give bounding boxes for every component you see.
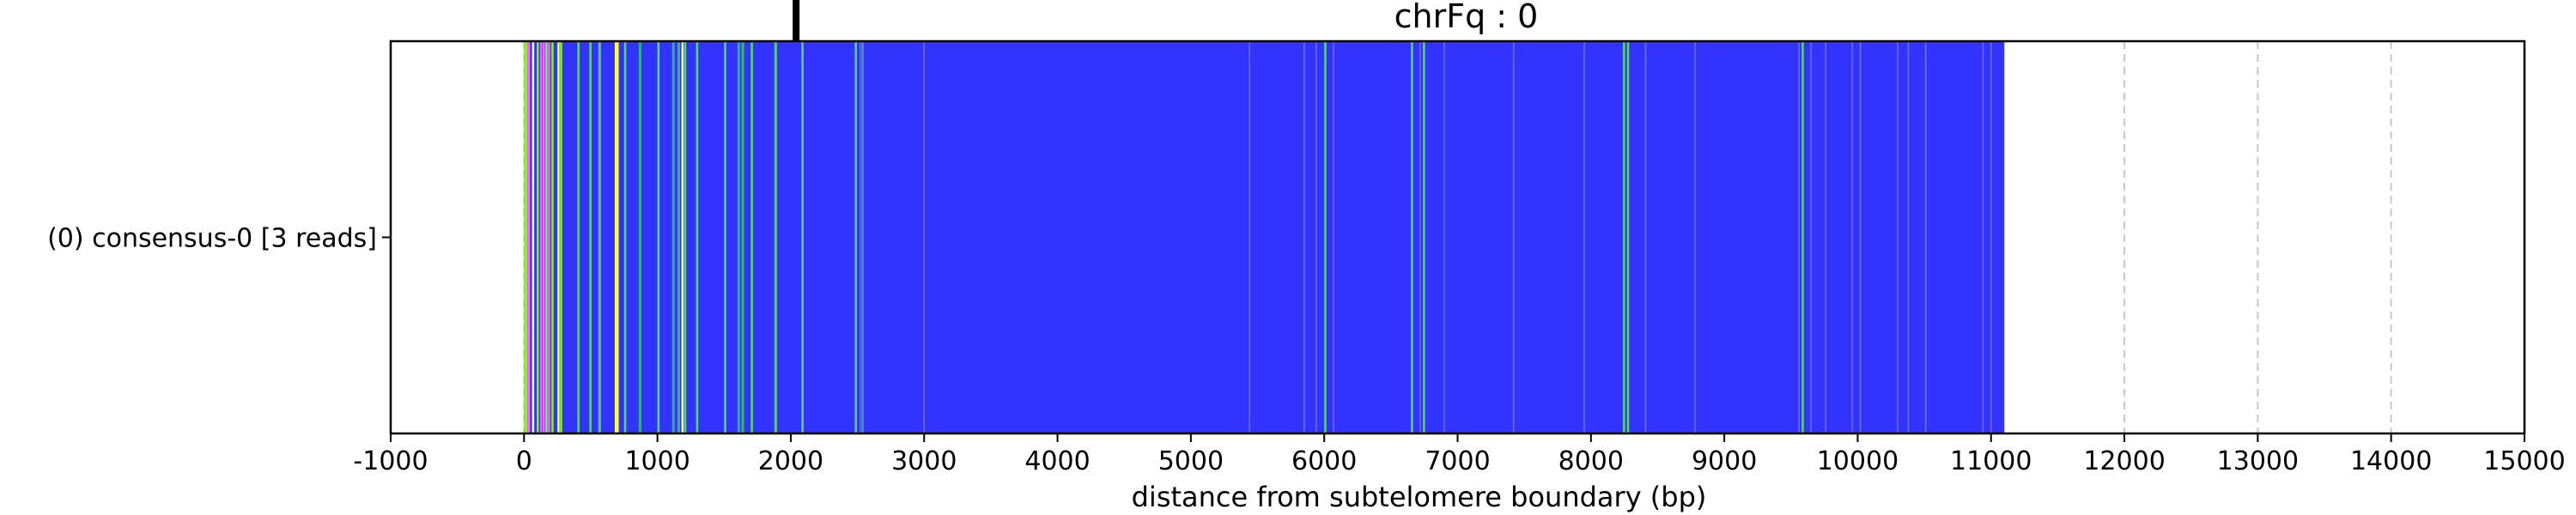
- track-segment: [527, 41, 531, 433]
- track-segment: [683, 41, 687, 433]
- track-segment: [614, 41, 619, 433]
- track-segment: [537, 41, 539, 433]
- x-tick-label: 2000: [758, 446, 823, 476]
- track-segment: [532, 41, 535, 433]
- x-tick-label: 7000: [1425, 446, 1490, 476]
- y-tick-label: (0) consensus-0 [3 reads]: [47, 224, 377, 254]
- y-ticks: (0) consensus-0 [3 reads]: [47, 224, 391, 254]
- track-segment: [598, 41, 601, 433]
- chart-title: chrFq : 0: [1394, 0, 1539, 35]
- track-segment: [737, 41, 740, 433]
- x-tick-label: 10000: [1817, 446, 1899, 476]
- x-tick-label: 5000: [1158, 446, 1224, 476]
- track-segment: [560, 41, 562, 433]
- track-segment: [589, 41, 592, 433]
- x-tick-label: 8000: [1558, 446, 1624, 476]
- track-segment: [1626, 41, 1630, 433]
- x-tick-label: 13000: [2217, 446, 2299, 476]
- track-segment: [577, 41, 580, 433]
- track: [524, 41, 2005, 433]
- track-segment: [677, 41, 681, 433]
- track-bar: [524, 41, 2005, 433]
- track-segment: [545, 41, 548, 433]
- track-segment: [681, 41, 684, 433]
- track-segment: [1324, 41, 1327, 433]
- x-tick-label: -1000: [353, 446, 428, 476]
- x-tick-label: 9000: [1692, 446, 1757, 476]
- track-segment: [524, 41, 528, 433]
- x-ticks: -1000 0 1000 2000 3000 4000 5000 6000 7000 8000 90…: [353, 433, 2566, 476]
- track-segment: [623, 41, 627, 433]
- track-segment: [548, 41, 550, 433]
- x-tick-label: 1000: [624, 446, 690, 476]
- track-segment: [1623, 41, 1625, 433]
- track-segment: [861, 41, 864, 433]
- track-segment: [638, 41, 641, 433]
- track-segment: [724, 41, 726, 433]
- x-tick-label: 0: [516, 446, 532, 476]
- track-segment: [557, 41, 560, 433]
- x-tick-label: 6000: [1291, 446, 1357, 476]
- x-tick-label: 11000: [1950, 446, 2032, 476]
- track-segment: [696, 41, 699, 433]
- track-segment: [543, 41, 545, 433]
- track-segment: [1801, 41, 1804, 433]
- track-segment: [801, 41, 804, 433]
- track-segment: [741, 41, 744, 433]
- x-axis-title: distance from subtelomere boundary (bp): [1132, 481, 1707, 513]
- track-segment: [750, 41, 753, 433]
- track-segment: [854, 41, 857, 433]
- track-segment: [539, 41, 543, 433]
- x-tick-label: 4000: [1024, 446, 1090, 476]
- x-tick-label: 14000: [2350, 446, 2432, 476]
- x-tick-label: 12000: [2083, 446, 2165, 476]
- track-segment: [1423, 41, 1425, 433]
- track-segment: [551, 41, 554, 433]
- x-tick-label: 15000: [2483, 446, 2565, 476]
- track-segment: [671, 41, 675, 433]
- x-tick-label: 3000: [891, 446, 957, 476]
- track-segment: [657, 41, 660, 433]
- track-segment: [1411, 41, 1413, 433]
- track-segment: [775, 41, 777, 433]
